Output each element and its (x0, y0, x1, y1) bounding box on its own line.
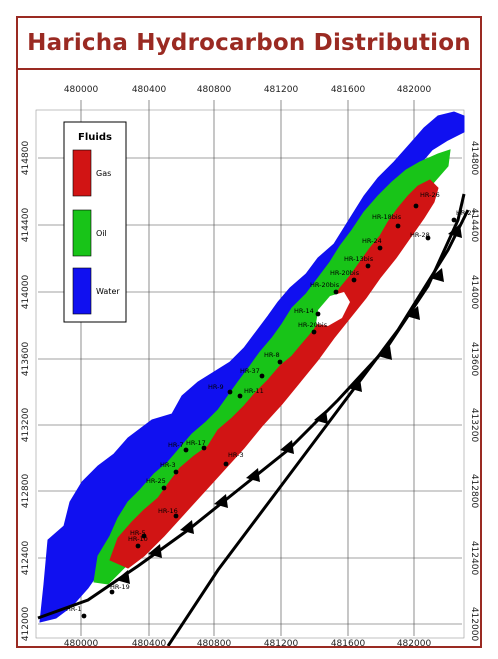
well-marker (413, 203, 419, 209)
x-tick-top: 482000 (397, 85, 432, 95)
well-marker (259, 373, 265, 379)
well-label: HR-8 (264, 351, 280, 359)
x-tick-bottom: 482000 (397, 639, 432, 646)
legend-swatch-water (72, 267, 92, 315)
well-label: HR-27 (456, 209, 476, 217)
y-tick-right: 413200 (469, 408, 479, 443)
legend-swatch-gas (72, 149, 92, 197)
legend-swatch-oil (72, 209, 92, 257)
wells-layer: HR-26 HR-18bis HR-28 HR-24 HR-13bis HR-20bis H… (66, 191, 476, 619)
well-label: HR-25 (146, 477, 166, 485)
well-marker (395, 223, 401, 229)
x-tick-bottom: 480800 (197, 639, 232, 646)
distribution-map: HR-26 HR-18bis HR-28 HR-24 HR-13bis HR-20bis H… (21, 85, 479, 646)
well-label: HR-3 (160, 461, 176, 469)
well-marker (377, 245, 383, 251)
well-marker (161, 485, 167, 491)
well-label: HR-16 (158, 507, 178, 515)
well-marker (173, 469, 179, 475)
y-tick-left: 414000 (21, 275, 31, 310)
well-marker (351, 277, 357, 283)
y-tick-left: 413200 (21, 408, 31, 443)
well-marker (227, 389, 233, 395)
well-marker (223, 461, 229, 467)
well-marker (311, 329, 317, 335)
map-frame: Haricha Hydrocarbon Distribution (16, 16, 482, 648)
well-marker (81, 613, 87, 619)
y-tick-left: 414400 (21, 208, 31, 243)
well-label: HR-5 (130, 529, 146, 537)
well-label: HR-20bis (330, 269, 360, 277)
well-marker (141, 533, 147, 539)
x-tick-bottom: 480000 (64, 639, 99, 646)
well-label: HR-24 (362, 237, 382, 245)
well-label: HR-9 (208, 383, 224, 391)
y-tick-right: 412800 (469, 474, 479, 509)
y-tick-left: 412800 (21, 474, 31, 509)
well-marker (109, 589, 115, 595)
y-tick-right: 414000 (469, 275, 479, 310)
well-label: HR-18bis (372, 213, 402, 221)
x-tick-bottom: 481600 (331, 639, 366, 646)
well-label: HR-10 (128, 535, 148, 543)
legend-label-oil: Oil (96, 229, 107, 238)
well-marker (135, 543, 141, 549)
well-label: HR-11 (244, 387, 264, 395)
well-label: HR-3 (228, 451, 244, 459)
legend-heading: Fluids (78, 132, 112, 143)
well-label: HR-19 (110, 583, 130, 591)
y-tick-right: 412000 (469, 607, 479, 642)
well-marker (277, 359, 283, 365)
gas-zone (109, 179, 439, 569)
well-label: HR-20bis (298, 321, 328, 329)
well-marker (333, 289, 339, 295)
x-tick-top: 480800 (197, 85, 232, 95)
x-tick-top: 481200 (264, 85, 299, 95)
x-tick-top: 480400 (132, 85, 167, 95)
legend-label-water: Water (96, 287, 120, 296)
legend: Fluids Gas Oil Water (63, 121, 127, 323)
y-tick-left: 413600 (21, 342, 31, 377)
well-label: HR-14 (294, 307, 314, 315)
well-marker (315, 311, 321, 317)
y-tick-left: 412000 (21, 607, 31, 642)
y-tick-right: 412400 (469, 541, 479, 576)
x-tick-top: 480000 (64, 85, 99, 95)
well-marker (183, 447, 189, 453)
well-marker (425, 235, 431, 241)
well-marker (451, 217, 457, 223)
gas-gap (316, 292, 350, 326)
axis-labels: 480000 480400 480800 481200 481600 48200… (21, 85, 479, 646)
y-tick-left: 414800 (21, 141, 31, 176)
map-title: Haricha Hydrocarbon Distribution (18, 18, 480, 70)
x-tick-top: 481600 (331, 85, 366, 95)
x-tick-bottom: 481200 (264, 639, 299, 646)
x-tick-bottom: 480400 (132, 639, 167, 646)
well-label: HR-20bis (310, 281, 340, 289)
well-label: HR-37 (240, 367, 260, 375)
well-label: HR-7 (168, 441, 184, 449)
well-label: HR-26 (420, 191, 440, 199)
y-tick-right: 413600 (469, 342, 479, 377)
y-tick-left: 412400 (21, 541, 31, 576)
well-marker (201, 445, 207, 451)
well-marker (237, 393, 243, 399)
well-marker (365, 263, 371, 269)
well-label: HR-13bis (344, 255, 374, 263)
well-label: HR-1 (66, 605, 82, 613)
y-tick-right: 414800 (469, 141, 479, 176)
y-tick-right: 414400 (469, 208, 479, 243)
legend-label-gas: Gas (96, 169, 111, 178)
well-label: HR-17 (186, 439, 206, 447)
well-label: HR-28 (410, 231, 430, 239)
fault-ticks (116, 224, 462, 584)
well-marker (173, 513, 179, 519)
